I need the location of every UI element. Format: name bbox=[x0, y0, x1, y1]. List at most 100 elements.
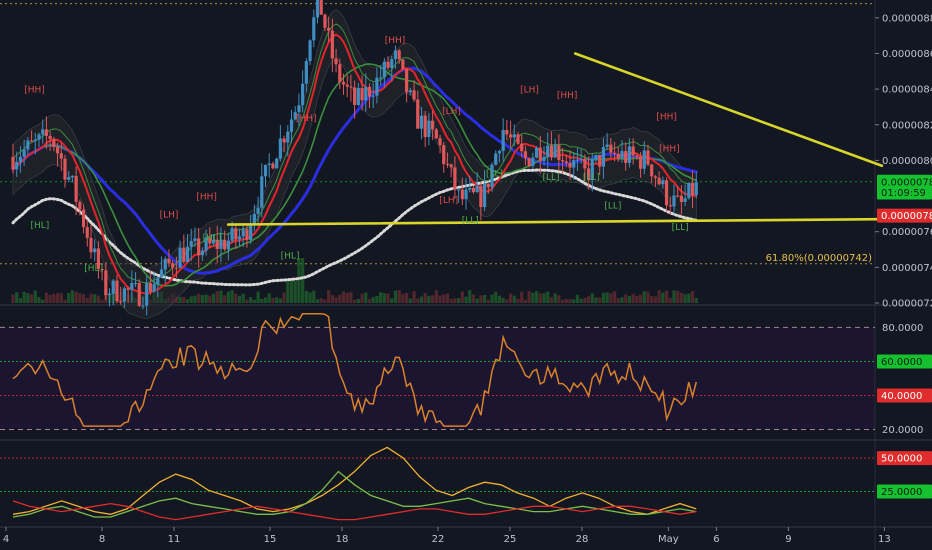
candle bbox=[15, 151, 19, 177]
candle bbox=[490, 162, 494, 192]
candle bbox=[390, 55, 394, 81]
candle bbox=[78, 199, 82, 216]
volume-bar bbox=[650, 295, 654, 303]
candle bbox=[353, 80, 357, 119]
candle bbox=[419, 107, 424, 140]
candle bbox=[159, 256, 164, 278]
price-tick-label: 0.00000720 bbox=[882, 299, 932, 310]
pivot-label: [HH] bbox=[656, 112, 677, 122]
candle bbox=[308, 39, 312, 65]
volume-bar bbox=[334, 297, 338, 303]
volume-bar bbox=[460, 291, 464, 303]
pivot-label: [LL] bbox=[583, 173, 600, 183]
volume-bar bbox=[605, 292, 609, 303]
candle bbox=[85, 219, 89, 247]
candle bbox=[189, 228, 193, 261]
candle bbox=[115, 274, 119, 304]
rsi-tick-label: 20.0000 bbox=[882, 425, 923, 436]
trendline-upper[interactable] bbox=[573, 52, 884, 168]
candle bbox=[457, 188, 461, 203]
candle bbox=[475, 172, 479, 193]
volume-bar bbox=[226, 291, 230, 303]
candle bbox=[22, 139, 26, 166]
volume-bar bbox=[516, 298, 520, 303]
volume-bar bbox=[230, 290, 234, 303]
volume-bar bbox=[690, 291, 695, 303]
volume-bar bbox=[74, 291, 78, 303]
volume-bar bbox=[41, 299, 45, 303]
candle bbox=[546, 132, 550, 169]
trendline-lower[interactable] bbox=[226, 217, 881, 226]
candle bbox=[393, 45, 398, 69]
candle bbox=[431, 110, 435, 140]
volume-bar bbox=[579, 298, 583, 303]
candle bbox=[601, 138, 606, 179]
candle bbox=[471, 185, 476, 194]
candle bbox=[356, 82, 360, 107]
price-tick-label: 0.00000840 bbox=[882, 85, 932, 96]
candle bbox=[612, 142, 617, 162]
pivot-label: [LL] bbox=[604, 202, 621, 212]
volume-bar bbox=[252, 299, 256, 303]
candle bbox=[345, 75, 349, 97]
volume-bar bbox=[211, 293, 216, 303]
candle bbox=[590, 152, 594, 192]
candle bbox=[260, 163, 264, 218]
candle bbox=[557, 134, 561, 171]
volume-bar bbox=[442, 294, 446, 303]
volume-bar bbox=[431, 295, 435, 303]
pivot-label: [HH] bbox=[296, 114, 317, 124]
time-tick-label: 15 bbox=[264, 534, 277, 545]
candle bbox=[531, 152, 535, 169]
price-tick-label: 0.00000880 bbox=[882, 13, 932, 24]
candle bbox=[55, 142, 60, 167]
candle bbox=[586, 156, 591, 190]
candle bbox=[505, 120, 509, 141]
candle bbox=[449, 163, 453, 178]
volume-bar bbox=[379, 292, 383, 303]
candle bbox=[575, 148, 580, 171]
candle bbox=[520, 134, 524, 158]
candle bbox=[661, 176, 665, 189]
volume-bar bbox=[464, 296, 468, 303]
candle bbox=[460, 177, 464, 206]
volume-bar bbox=[360, 293, 364, 303]
volume-bar bbox=[327, 290, 331, 303]
pivot-label: [HL] bbox=[30, 221, 49, 231]
volume-bar bbox=[601, 292, 606, 303]
candle bbox=[494, 150, 498, 166]
volume-bar bbox=[386, 293, 390, 303]
volume-bar bbox=[405, 292, 409, 303]
volume-bar bbox=[282, 292, 286, 303]
volume-bar bbox=[312, 290, 316, 303]
volume-bar bbox=[423, 293, 427, 303]
candle bbox=[133, 272, 138, 287]
candle bbox=[668, 196, 672, 215]
volume-bar bbox=[497, 295, 502, 303]
volume-bar bbox=[401, 293, 405, 303]
volume-bar bbox=[67, 292, 71, 303]
candle bbox=[282, 135, 286, 152]
volume-bar bbox=[557, 295, 561, 303]
volume-bar bbox=[553, 293, 557, 303]
volume-bar bbox=[11, 294, 15, 303]
candle bbox=[141, 296, 145, 310]
rsi-badge-1-label: 40.0000 bbox=[881, 391, 922, 402]
volume-bar bbox=[59, 293, 63, 303]
candle bbox=[650, 163, 654, 184]
candle bbox=[234, 225, 238, 249]
candle bbox=[241, 224, 245, 248]
adx-line bbox=[12, 446, 697, 515]
time-tick-label: 11 bbox=[168, 534, 181, 545]
pivot-label: [LH] bbox=[160, 210, 179, 220]
candle bbox=[523, 145, 528, 166]
pivot-label: [LH] bbox=[520, 86, 539, 96]
volume-bar bbox=[393, 290, 398, 303]
candle bbox=[107, 288, 112, 307]
volume-bar bbox=[22, 291, 26, 303]
candle bbox=[278, 124, 282, 162]
volume-bar bbox=[37, 296, 41, 303]
candle bbox=[538, 135, 542, 174]
